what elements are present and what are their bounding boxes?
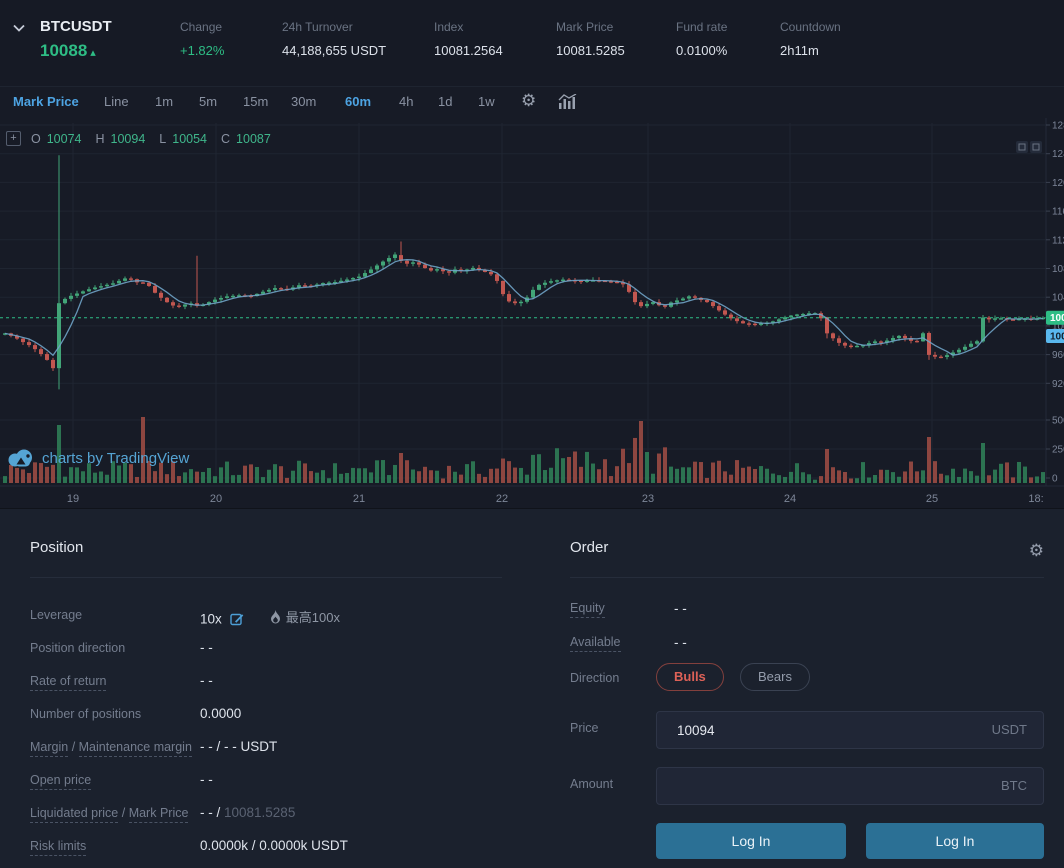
available-label: Available — [570, 635, 621, 652]
price-input-wrap: USDT — [656, 711, 1044, 749]
chart-toolbar: ⚙ Mark Price Line 1m 5m 15m 30m 60m 4h 1d 1w — [0, 86, 1064, 118]
svg-text:22: 22 — [496, 493, 508, 505]
svg-text:10088: 10088 — [1050, 313, 1064, 324]
amount-label: Amount — [570, 777, 614, 791]
legend-plus-box-icon[interactable]: + — [6, 131, 21, 146]
amount-unit: BTC — [1001, 778, 1027, 793]
price-unit: USDT — [991, 722, 1027, 737]
price-label: Price — [570, 721, 599, 735]
tab-15m[interactable]: 15m — [243, 94, 269, 109]
svg-text:11200: 11200 — [1052, 235, 1064, 246]
svg-text:11600: 11600 — [1052, 207, 1064, 218]
svg-text:20: 20 — [210, 493, 222, 505]
svg-text:9600: 9600 — [1052, 350, 1064, 361]
price-up-arrow-icon: ▴ — [90, 47, 96, 59]
direction-label: Direction — [570, 671, 620, 685]
price-input[interactable] — [657, 712, 1043, 748]
tab-mark-price[interactable]: Mark Price — [13, 94, 79, 109]
last-price: 10088 ▴ — [40, 41, 96, 60]
amount-input-wrap: BTC — [656, 767, 1044, 805]
high-label: H — [95, 131, 105, 146]
last-price-axis-label — [1046, 310, 1064, 325]
tab-5m[interactable]: 5m — [199, 94, 218, 109]
login-button-sell[interactable]: Log In — [866, 823, 1044, 859]
low-value: 10054 — [172, 131, 208, 146]
open-value: 10074 — [46, 131, 82, 146]
header: BTCUSDT 10088 ▴ Change +1.82% 24h Turnover 4… — [0, 0, 1064, 87]
symbol-name[interactable]: BTCUSDT — [40, 18, 112, 35]
leverage-edit-icon[interactable] — [230, 612, 244, 626]
tab-60m[interactable]: 60m — [345, 94, 372, 109]
login-button-buy[interactable]: Log In — [656, 823, 846, 859]
tab-30m[interactable]: 30m — [291, 94, 317, 109]
open-label: O — [31, 131, 41, 146]
order-divider — [570, 577, 1044, 578]
position-panel: Position Leverage 10x 最高100x Position direc… — [30, 509, 502, 868]
svg-text:10000: 10000 — [1052, 321, 1064, 332]
svg-text:0: 0 — [1052, 474, 1058, 485]
close-label: C — [221, 131, 231, 146]
tradingview-watermark: charts by TradingView — [8, 449, 189, 467]
svg-text:9200: 9200 — [1052, 379, 1064, 390]
order-settings-gear-icon[interactable]: ⚙ — [1028, 541, 1044, 560]
bottom-panels: Position Leverage 10x 最高100x Position direc… — [0, 508, 1064, 868]
close-value: 10087 — [236, 131, 271, 146]
svg-text:10800: 10800 — [1052, 264, 1064, 275]
equity-label: Equity — [570, 601, 605, 618]
tab-1w[interactable]: 1w — [478, 94, 495, 109]
position-divider — [30, 577, 502, 578]
order-title: Order — [570, 539, 609, 556]
ohlc-legend: + O 10074 H 10094 L 10054 C 10087 — [6, 131, 279, 146]
indicator-icon[interactable] — [558, 94, 578, 109]
svg-text:12800: 12800 — [1052, 121, 1064, 132]
svg-text:250: 250 — [1052, 445, 1064, 456]
tab-1m[interactable]: 1m — [155, 94, 174, 109]
tradingview-logo-icon — [8, 449, 32, 467]
svg-text:10400: 10400 — [1052, 293, 1064, 304]
tab-4h[interactable]: 4h — [399, 94, 414, 109]
leverage-value: 10x 最高100x — [200, 607, 340, 627]
equity-value: - - — [674, 601, 687, 616]
tab-line[interactable]: Line — [104, 94, 129, 109]
svg-text:19: 19 — [67, 493, 79, 505]
svg-text:24: 24 — [784, 493, 796, 505]
svg-text:23: 23 — [642, 493, 654, 505]
watermark-text: charts by TradingView — [42, 449, 190, 467]
high-value: 10094 — [110, 131, 146, 146]
flame-icon — [270, 609, 280, 623]
symbol-chevron-down-icon[interactable] — [13, 24, 25, 32]
amount-input[interactable] — [657, 768, 1043, 804]
mark-price-axis-label — [1046, 329, 1064, 343]
svg-text:500: 500 — [1052, 416, 1064, 427]
svg-text:12000: 12000 — [1052, 178, 1064, 189]
svg-text:25: 25 — [926, 493, 938, 505]
svg-text:10081.5285: 10081.5285 — [1050, 332, 1064, 343]
svg-text:21: 21 — [353, 493, 365, 505]
bears-button[interactable]: Bears — [740, 663, 810, 691]
svg-text:12400: 12400 — [1052, 149, 1064, 160]
low-label: L — [159, 131, 167, 146]
chart-settings-gear-icon[interactable]: ⚙ — [521, 91, 537, 110]
available-value: - - — [674, 635, 687, 650]
chart-snapshot-button[interactable] — [1016, 141, 1028, 153]
chart-expand-button[interactable] — [1030, 141, 1042, 153]
max-leverage-note: 最高100x — [285, 610, 340, 625]
position-title: Position — [30, 539, 84, 556]
tab-1d[interactable]: 1d — [438, 94, 453, 109]
svg-text:18:: 18: — [1028, 493, 1043, 505]
bulls-button[interactable]: Bulls — [656, 663, 724, 691]
candlestick-chart[interactable]: 12800 12400 12000 11600 11200 10800 10400 10000… — [0, 118, 1064, 508]
order-panel: Order ⚙ Equity - - Available - - Directi… — [570, 509, 1044, 868]
